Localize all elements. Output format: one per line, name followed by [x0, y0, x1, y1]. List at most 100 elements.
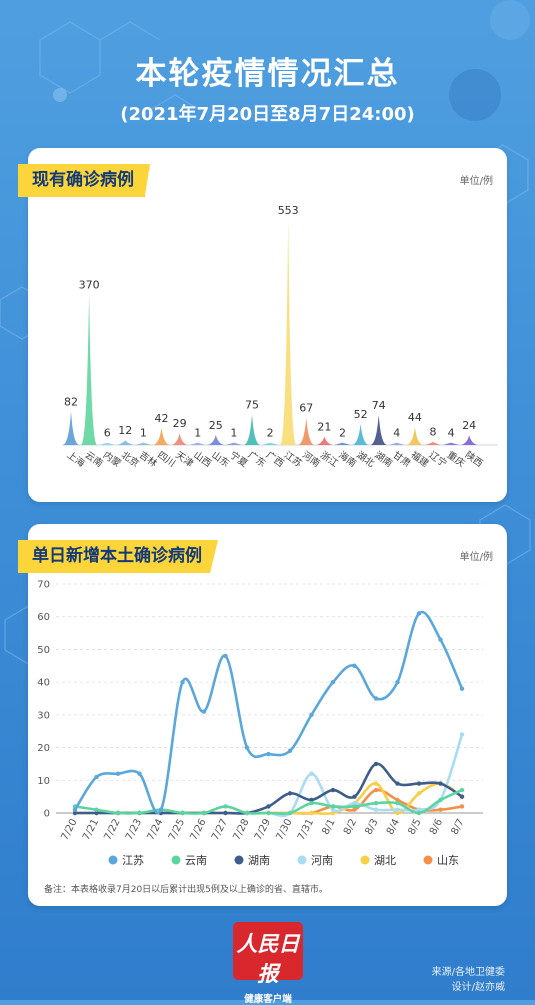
point-湖南-8/2 [352, 794, 357, 799]
peak-福建 [406, 427, 423, 445]
peak-河南 [298, 417, 315, 445]
point-湖南-8/4 [395, 781, 400, 786]
x-tick-7/21: 7/21 [81, 817, 101, 842]
x-tick-7/30: 7/30 [274, 817, 294, 842]
point-湖南-7/27 [223, 810, 228, 816]
x-tick-7/23: 7/23 [124, 817, 144, 842]
page-title: 本轮疫情情况汇总 [135, 56, 400, 92]
design-credit: 设计/赵亦威 [451, 982, 505, 993]
point-云南-8/1 [330, 804, 336, 809]
value-label-山东: 25 [209, 419, 223, 432]
x-tick-7/26: 7/26 [188, 817, 208, 842]
x-tick-7/29: 7/29 [253, 817, 273, 842]
legend-label-山东: 山东 [437, 854, 459, 867]
value-label-山西: 1 [194, 427, 201, 440]
point-云南-7/21 [94, 807, 99, 812]
point-江苏-7/24 [158, 807, 164, 812]
x-tick-7/28: 7/28 [231, 817, 251, 842]
point-江苏-7/20 [72, 807, 78, 812]
point-山东-8/7 [459, 804, 465, 809]
value-label-北京: 12 [118, 424, 132, 437]
category-label-四川: 四川 [155, 450, 177, 470]
legend-marker-湖北 [360, 855, 370, 865]
point-江苏-7/30 [287, 748, 293, 754]
y-tick-20: 20 [37, 743, 50, 754]
point-云南-7/26 [201, 810, 207, 816]
value-label-辽宁: 8 [430, 426, 437, 439]
legend-label-江苏: 江苏 [122, 854, 144, 867]
point-河南-8/5 [416, 807, 422, 812]
point-山东-8/4 [395, 797, 400, 803]
point-云南-8/3 [373, 800, 379, 806]
value-label-四川: 42 [155, 412, 169, 425]
point-湖北-8/4 [395, 810, 400, 816]
point-湖南-8/3 [373, 761, 379, 767]
point-河南-8/2 [352, 800, 357, 806]
point-河南-8/3 [373, 807, 379, 812]
point-江苏-8/4 [395, 679, 400, 685]
point-湖南-7/29 [266, 804, 271, 809]
legend-label-云南: 云南 [185, 854, 207, 867]
daily-new-cases-card: 0 10 20 30 40 50 60 70 7/20 7/21 7/22 7/23 7/24 7/25 7… [18, 524, 507, 906]
point-河南-8/7 [459, 732, 465, 737]
x-tick-8/7: 8/7 [449, 817, 466, 836]
point-云南-8/6 [438, 797, 443, 803]
point-湖南-8/1 [330, 787, 336, 793]
point-云南-8/7 [459, 787, 465, 793]
y-tick-70: 70 [37, 580, 50, 591]
point-云南-7/22 [115, 810, 121, 816]
value-label-河南: 67 [299, 402, 313, 415]
legend-marker-江苏 [108, 855, 118, 865]
legend-label-河南: 河南 [311, 854, 333, 867]
legend-marker-河南 [297, 855, 307, 865]
point-江苏-8/1 [330, 679, 336, 685]
series-line-江苏 [73, 610, 464, 815]
x-tick-7/31: 7/31 [296, 817, 316, 842]
point-云南-8/5 [416, 810, 422, 816]
point-云南-7/27 [223, 804, 228, 809]
peak-宁夏 [225, 442, 242, 445]
people-daily-logo: 人民日报 健康客户端 [233, 922, 303, 1005]
peak-山西 [189, 442, 206, 445]
y-tick-40: 40 [37, 678, 50, 689]
point-江苏-7/27 [223, 653, 228, 659]
legend-label-湖北: 湖北 [374, 854, 396, 867]
point-江苏-7/29 [266, 751, 271, 757]
logo-main-text: 人民日报 [236, 931, 300, 986]
legend-marker-山东 [423, 855, 433, 865]
x-tick-7/25: 7/25 [167, 817, 187, 842]
point-湖北-8/3 [373, 781, 379, 786]
x-tick-7/20: 7/20 [59, 817, 79, 842]
point-山东-8/2 [352, 807, 357, 812]
point-湖南-7/20 [72, 810, 78, 816]
current-cases-card: 82 上海 370 云南 6 内蒙 12 北京 1 吉林 42 四川 29 天津 1 山西 25 山东 1 宁夏 75 广… [18, 148, 507, 502]
value-label-海南: 2 [339, 427, 346, 440]
point-湖南-8/7 [459, 794, 465, 799]
point-江苏-7/31 [309, 712, 314, 718]
peak-辽宁 [425, 441, 441, 445]
peak-广东 [244, 414, 260, 445]
point-江苏-8/3 [373, 696, 379, 701]
point-江苏-8/7 [459, 686, 465, 691]
point-云南-7/25 [180, 810, 185, 816]
x-tick-8/2: 8/2 [342, 817, 359, 836]
page-subtitle: (2021年7月20日至8月7日24:00) [120, 104, 415, 125]
footnote: 备注：本表格收录7月20日以后累计出现5例及以上确诊的省、直辖市。 [44, 885, 328, 895]
point-湖北-7/31 [309, 810, 314, 816]
point-云南-8/2 [352, 804, 357, 809]
value-label-甘肃: 4 [393, 427, 400, 440]
point-江苏-7/23 [137, 771, 142, 776]
point-河南-8/1 [330, 807, 336, 812]
peak-浙江 [316, 436, 333, 445]
peak-四川 [153, 427, 170, 445]
daily-new-cases-banner: 单日新增本土确诊病例 [18, 540, 218, 573]
point-云南-7/31 [309, 800, 314, 806]
x-tick-7/27: 7/27 [210, 817, 230, 842]
peak-湖南 [370, 414, 387, 445]
x-tick-8/5: 8/5 [406, 817, 423, 836]
peak-上海 [63, 411, 79, 445]
y-tick-10: 10 [37, 776, 50, 787]
value-label-宁夏: 1 [230, 427, 237, 440]
peak-重庆 [443, 442, 460, 445]
